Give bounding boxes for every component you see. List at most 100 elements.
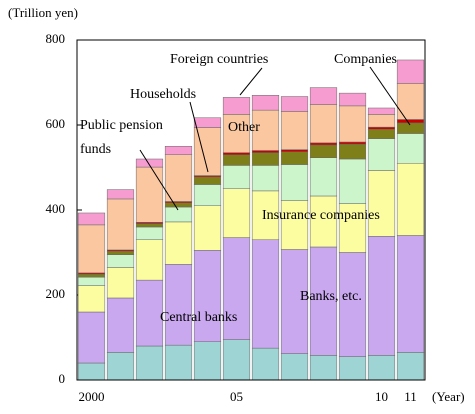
bar-segment	[367, 355, 396, 381]
annotation: Public pension funds	[80, 118, 163, 157]
bar-segment	[77, 273, 106, 278]
bar-segment	[338, 356, 367, 381]
arrow	[189, 101, 209, 173]
bar-segment	[106, 198, 135, 251]
annotation: Central banks	[160, 310, 237, 325]
bar-segment	[309, 104, 338, 144]
bar-segment	[309, 195, 338, 248]
bar-segment	[222, 339, 251, 381]
bar-segment	[193, 205, 222, 251]
bar-segment	[77, 212, 106, 226]
bar-segment	[338, 105, 367, 143]
annotation: Households	[130, 87, 196, 102]
bar-segment	[338, 252, 367, 357]
y-tick-label: 400	[46, 201, 66, 216]
bar-segment	[222, 237, 251, 340]
bar-segment	[280, 164, 309, 201]
bar-segment	[135, 223, 164, 228]
bar-segment	[367, 138, 396, 171]
bar-segment	[193, 250, 222, 342]
annotation: Companies	[334, 52, 397, 67]
bar-segment	[135, 226, 164, 240]
bar-segment	[135, 239, 164, 281]
bar-segment	[280, 353, 309, 381]
bar-segment	[222, 154, 251, 166]
bar-segment	[251, 109, 280, 151]
bar-segment	[309, 157, 338, 197]
bar-segment	[396, 235, 425, 353]
bar-segment	[338, 141, 367, 145]
bar-segment	[106, 254, 135, 268]
bar-segment	[164, 146, 193, 155]
bar-segment	[309, 87, 338, 105]
bar-segment	[106, 189, 135, 200]
bar-segment	[164, 154, 193, 202]
bar-segment	[396, 163, 425, 236]
bar-segment	[106, 297, 135, 353]
y-axis-label: (Trillion yen)	[8, 5, 78, 20]
bar-segment	[164, 221, 193, 265]
bar-segment	[193, 176, 222, 185]
x-axis-label: (Year)	[432, 389, 465, 404]
bar-segment	[396, 122, 425, 134]
bar-segment	[367, 170, 396, 237]
bar-segment	[367, 126, 396, 130]
bar-segment	[251, 165, 280, 192]
annotation: Foreign countries	[170, 52, 268, 67]
bar-segment	[222, 114, 251, 153]
bar-segment	[164, 206, 193, 223]
bar-segment	[251, 347, 280, 381]
arrow	[239, 67, 263, 96]
bar-segment	[77, 224, 106, 274]
annotation: Insurance companies	[262, 208, 380, 223]
y-tick-label: 800	[46, 31, 66, 46]
bar-segment	[396, 133, 425, 164]
x-tick-label: 05	[230, 389, 243, 404]
x-tick-label: 10	[375, 389, 388, 404]
bar-segment	[280, 151, 309, 165]
bar-segment	[367, 114, 396, 128]
bar-segment	[309, 355, 338, 381]
bar-segment	[367, 236, 396, 356]
bar-segment	[309, 144, 338, 158]
annotation: Other	[228, 120, 260, 135]
bar-segment	[222, 188, 251, 238]
bar-segment	[280, 249, 309, 354]
bar-segment	[106, 352, 135, 381]
bar-segment	[135, 345, 164, 381]
bar-segment	[77, 311, 106, 364]
bar-segment	[164, 344, 193, 381]
bar-segment	[164, 202, 193, 208]
bar-segment	[338, 203, 367, 253]
y-tick-label: 0	[59, 371, 66, 386]
y-tick-label: 600	[46, 116, 66, 131]
bar-segment	[396, 352, 425, 381]
bar-segment	[280, 96, 309, 112]
bar-segment	[222, 165, 251, 189]
bar-segment	[251, 95, 280, 111]
bar-segment	[222, 152, 251, 155]
bar-segment	[106, 267, 135, 299]
x-tick-label: 11	[404, 389, 417, 404]
bar-segment	[193, 184, 222, 206]
annotation: Banks, etc.	[300, 289, 362, 304]
bar-segment	[251, 150, 280, 153]
bar-segment	[135, 158, 164, 168]
plot-frame	[76, 39, 426, 381]
bar-segment	[164, 264, 193, 346]
bar-segment	[106, 250, 135, 255]
bar-segment	[251, 190, 280, 240]
bar-segment	[309, 142, 338, 146]
bar-segment	[280, 111, 309, 150]
bar-segment	[367, 107, 396, 115]
bar-segment	[193, 117, 222, 128]
bar-segment	[367, 129, 396, 139]
bar-segment	[251, 239, 280, 349]
bar-segment	[77, 285, 106, 313]
bar-segment	[338, 143, 367, 160]
arrow	[369, 66, 411, 126]
bar-segment	[77, 362, 106, 381]
bar-segment	[280, 149, 309, 153]
